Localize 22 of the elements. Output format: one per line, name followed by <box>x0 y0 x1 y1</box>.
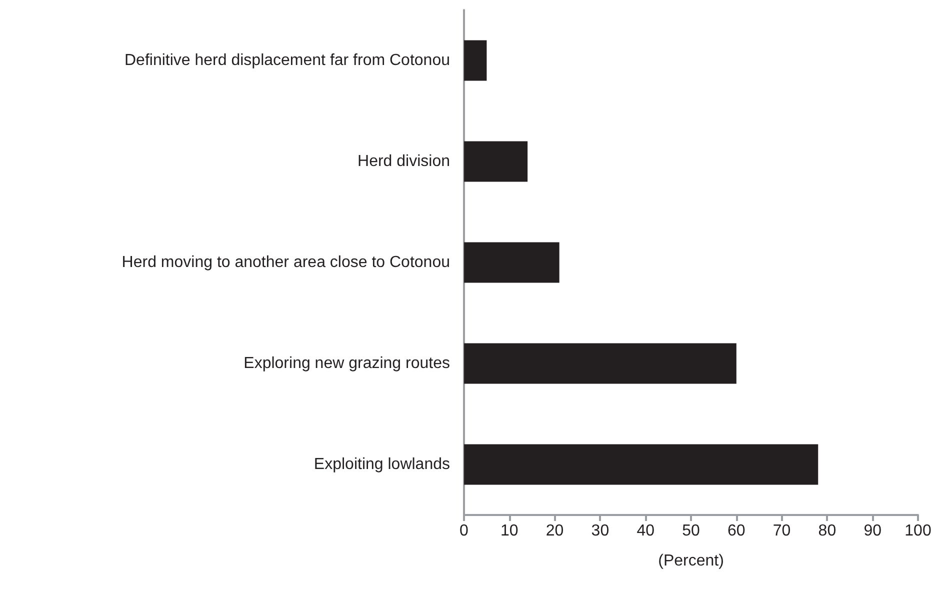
x-tick-label: 50 <box>682 522 700 540</box>
bar <box>464 40 487 81</box>
x-tick-label: 100 <box>904 522 932 540</box>
x-tick-label: 10 <box>500 522 518 540</box>
y-tick-label: Herd moving to another area close to Cotonou <box>122 254 450 271</box>
bar <box>464 444 818 485</box>
bar <box>464 343 736 384</box>
y-tick-label: Herd division <box>358 153 450 170</box>
y-tick-label: Exploring new grazing routes <box>244 355 450 372</box>
x-tick-label: 30 <box>591 522 610 540</box>
x-tick-label: 60 <box>728 522 746 540</box>
bar <box>464 141 528 182</box>
y-tick-label: Exploiting lowlands <box>314 456 450 473</box>
x-tick-label: 40 <box>636 522 655 540</box>
x-tick-label: 70 <box>772 522 791 540</box>
x-tick-label: 20 <box>546 522 564 540</box>
bar <box>464 242 560 283</box>
x-tick-label: 80 <box>818 522 836 540</box>
x-tick-label: 0 <box>460 522 469 540</box>
y-tick-label: Definitive herd displacement far from Cotonou <box>124 52 450 69</box>
x-tick-label: 90 <box>864 522 882 540</box>
x-axis-title: (Percent) <box>658 552 724 570</box>
